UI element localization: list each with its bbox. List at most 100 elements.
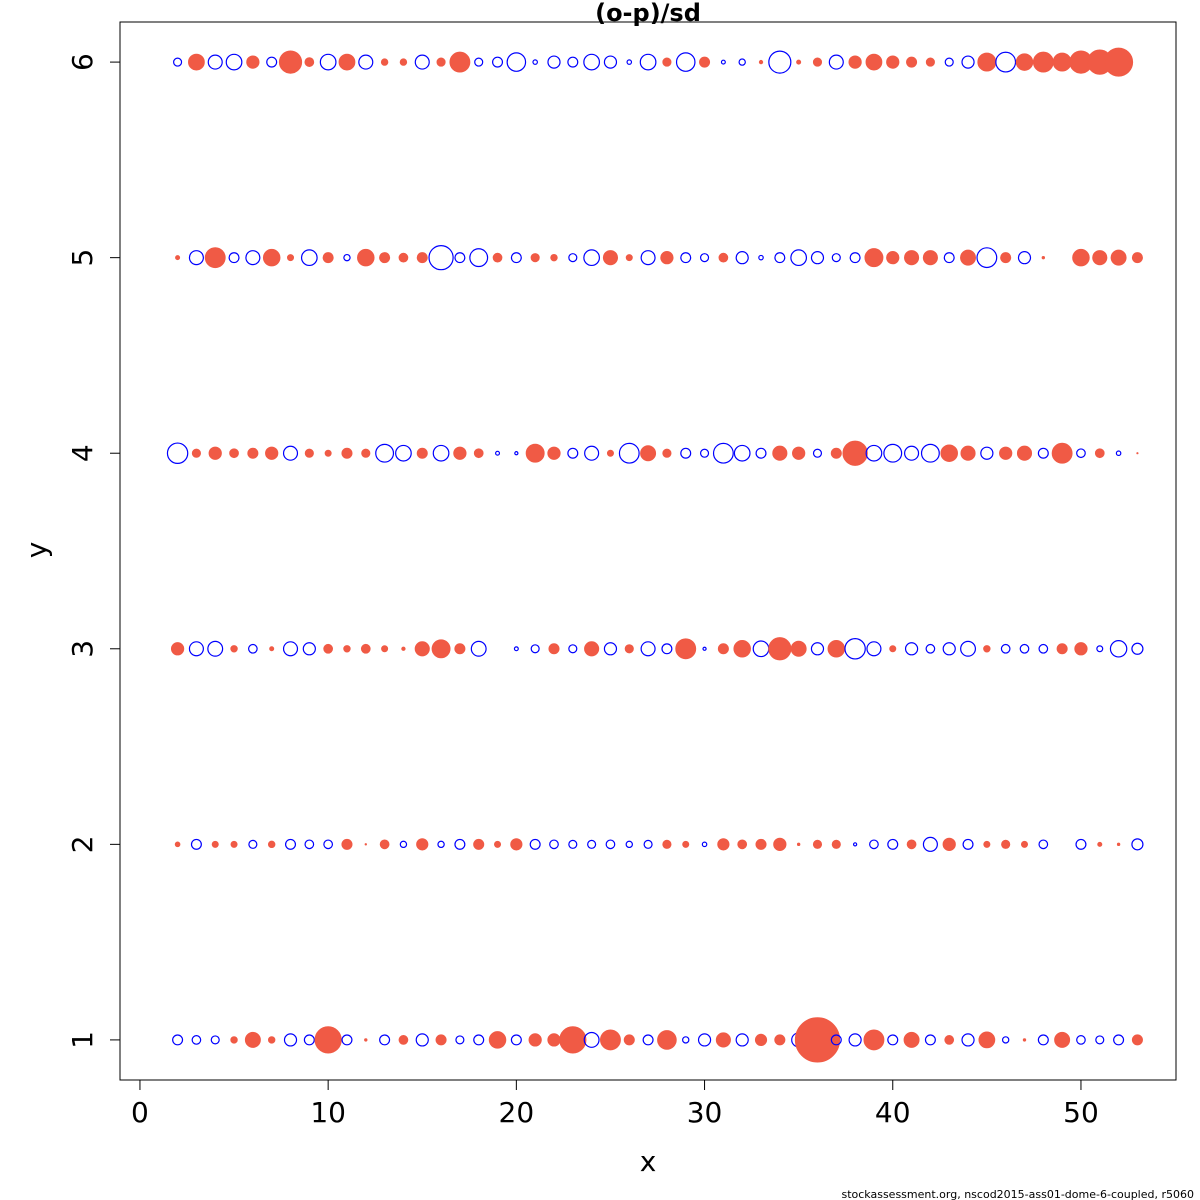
bubble-positive <box>170 642 185 656</box>
bubble-negative <box>395 444 412 462</box>
bubble-negative <box>1096 645 1104 653</box>
bubble-positive <box>773 837 787 851</box>
bubble-positive <box>1015 53 1034 71</box>
bubble-negative <box>976 247 998 269</box>
bubble-positive <box>435 1034 447 1046</box>
bubble-positive <box>379 839 390 850</box>
bubble-negative <box>188 250 204 266</box>
bubble-negative <box>530 644 540 654</box>
bubble-positive <box>247 447 259 459</box>
bubble-negative <box>603 55 618 69</box>
bubble-positive <box>399 58 408 66</box>
bubble-positive <box>960 249 977 266</box>
bubble-negative <box>639 53 657 71</box>
bubble-negative <box>207 640 224 657</box>
bubble-positive <box>398 252 409 263</box>
bubble-negative <box>1131 642 1144 655</box>
bubble-positive <box>906 56 918 68</box>
bubble-positive <box>625 254 633 262</box>
bubble-negative <box>437 840 445 849</box>
bubble-negative <box>887 838 899 850</box>
bubble-positive <box>925 57 935 67</box>
bubble-negative <box>568 644 578 654</box>
bubble-negative <box>191 1035 202 1045</box>
bubble-negative <box>415 1033 429 1047</box>
bubble-positive <box>942 837 956 851</box>
bubble-negative <box>379 1034 391 1046</box>
bubble-positive <box>978 1031 996 1049</box>
y-tick-label: 1 <box>66 1031 99 1049</box>
bubble-positive <box>606 449 614 457</box>
bubble-positive <box>1001 839 1011 849</box>
bubble-negative <box>506 52 527 72</box>
bubble-negative <box>1038 839 1049 850</box>
bubble-positive <box>796 842 801 847</box>
bubble-positive <box>287 254 295 262</box>
bubble-negative <box>375 443 395 463</box>
bubble-positive <box>675 638 697 660</box>
bubble-negative <box>680 447 692 459</box>
bubble-negative <box>568 839 578 849</box>
bubble-positive <box>699 56 711 68</box>
bubble-negative <box>758 254 764 261</box>
bubble-positive <box>492 252 503 263</box>
bubble-positive <box>1074 642 1088 656</box>
bubble-positive <box>230 1036 238 1044</box>
bubble-negative <box>1076 1035 1086 1045</box>
bubble-negative <box>469 248 489 268</box>
y-tick-label: 6 <box>66 53 99 71</box>
bubble-positive <box>244 1031 261 1048</box>
bubble-positive <box>662 448 672 458</box>
bubble-positive <box>278 50 303 74</box>
bubble-negative <box>173 57 183 67</box>
bubble-negative <box>904 445 920 461</box>
bubble-negative <box>495 450 501 456</box>
bubble-positive <box>175 255 181 261</box>
bubble-negative <box>980 446 994 460</box>
bubble-negative <box>547 55 561 69</box>
bubble-negative <box>473 1034 485 1046</box>
bubble-negative <box>942 642 956 656</box>
bubble-positive <box>322 252 334 264</box>
bubble-negative <box>699 448 710 458</box>
bubble-negative <box>904 642 919 656</box>
bubble-negative <box>1037 1034 1049 1046</box>
bubble-positive <box>768 637 792 661</box>
bubble-negative <box>225 53 243 71</box>
bubble-positive <box>842 440 868 466</box>
bubble-positive <box>416 447 428 459</box>
bubble-negative <box>810 251 825 265</box>
y-tick-label: 2 <box>66 835 99 853</box>
bubble-negative <box>682 1036 690 1044</box>
bubble-negative <box>323 839 334 850</box>
bubble-positive <box>886 251 900 265</box>
bubble-positive <box>323 643 334 654</box>
bubble-negative <box>661 643 673 655</box>
bubble-positive <box>414 641 430 657</box>
bubble-negative <box>549 839 559 850</box>
bubble-positive <box>960 445 976 461</box>
x-axis-label: x <box>640 1145 657 1178</box>
bubble-negative <box>343 253 351 262</box>
bubble-positive <box>314 1026 342 1054</box>
bubble-negative <box>1000 643 1011 654</box>
bubble-negative <box>583 249 601 267</box>
bubble-positive <box>304 57 315 67</box>
bubble-positive <box>863 1029 885 1051</box>
x-tick-label: 50 <box>1063 1096 1099 1129</box>
bubble-negative <box>583 1031 600 1048</box>
bubble-positive <box>267 840 276 849</box>
bubble-negative <box>922 836 938 852</box>
bubble-negative <box>755 447 767 459</box>
bubble-positive <box>559 1026 587 1054</box>
bubble-positive <box>657 1030 677 1050</box>
bubble-negative <box>1075 838 1087 850</box>
bubble-positive <box>1094 448 1105 459</box>
bubble-negative <box>831 253 841 263</box>
bubble-negative <box>190 838 202 850</box>
bubble-negative <box>166 442 189 464</box>
bubble-negative <box>282 445 299 461</box>
bubble-positive <box>267 1036 276 1044</box>
bubble-negative <box>675 52 696 72</box>
